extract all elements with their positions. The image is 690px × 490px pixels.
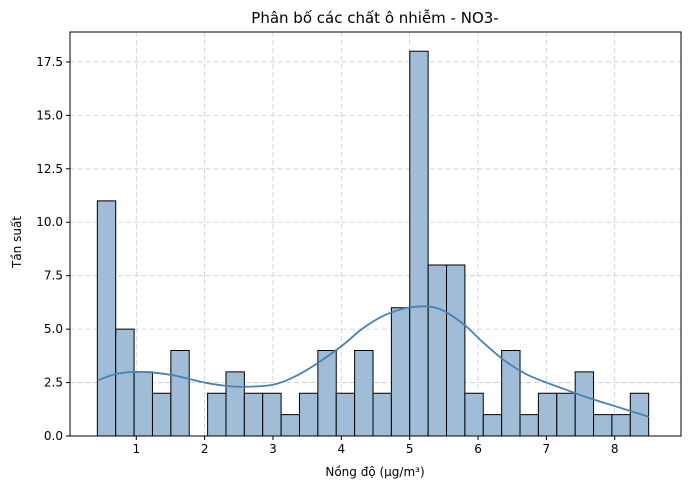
histogram-bar (409, 50, 429, 437)
histogram-bar (207, 392, 227, 437)
histogram-bar (464, 392, 484, 437)
histogram-bars (96, 50, 650, 437)
x-tick-label: 7 (543, 442, 551, 456)
histogram-bar (335, 392, 356, 437)
x-tick-label: 1 (132, 442, 140, 456)
y-tick-label: 0.0 (44, 429, 63, 443)
histogram-bar (151, 392, 172, 437)
x-axis-ticks: 1 2 3 4 5 6 7 8 (132, 436, 619, 456)
histogram-bar (446, 264, 466, 437)
y-tick-label: 12.5 (36, 162, 63, 176)
histogram-bar (280, 414, 300, 437)
y-tick-label: 2.5 (44, 376, 63, 390)
histogram-bar (482, 414, 503, 437)
y-tick-label: 10.0 (36, 215, 63, 229)
y-tick-label: 15.0 (36, 108, 63, 122)
histogram-bar (298, 392, 319, 437)
histogram-bar (317, 349, 337, 437)
x-axis-label: Nồng độ (µg/m³) (325, 465, 424, 479)
x-tick-label: 5 (406, 442, 414, 456)
histogram-bar (170, 349, 190, 437)
histogram-bar (611, 414, 631, 437)
histogram-bar (243, 392, 264, 437)
histogram-bar (354, 349, 374, 437)
histogram-bar (501, 349, 521, 437)
x-tick-label: 4 (338, 442, 346, 456)
histogram-bar (519, 414, 539, 437)
histogram-bar (225, 371, 245, 437)
histogram-bar (115, 328, 135, 437)
histogram-bar (574, 371, 595, 437)
x-tick-label: 2 (201, 442, 209, 456)
kde-curve (97, 305, 650, 418)
histogram-bar (593, 414, 613, 437)
y-tick-label: 7.5 (44, 269, 63, 283)
histogram-bar (262, 392, 282, 437)
histogram-bar (390, 307, 411, 437)
x-tick-label: 6 (474, 442, 482, 456)
histogram-bar (133, 371, 153, 437)
y-tick-label: 17.5 (36, 55, 63, 69)
histogram-bar (372, 392, 392, 437)
y-tick-label: 5.0 (44, 322, 63, 336)
x-tick-label: 3 (269, 442, 277, 456)
y-axis-ticks: 0.0 2.5 5.0 7.5 10.0 12.5 15.0 17.5 (36, 55, 70, 443)
histogram-bar (537, 392, 558, 437)
histogram-bar (556, 392, 576, 437)
x-tick-label: 8 (611, 442, 619, 456)
plot-area-frame (69, 31, 682, 437)
chart-title: Phân bố các chất ô nhiễm - NO3- (251, 9, 498, 27)
histogram-bar (427, 264, 448, 437)
kde-line (97, 305, 650, 418)
histogram-bar (96, 200, 117, 437)
y-axis-label: Tần suất (10, 216, 24, 269)
